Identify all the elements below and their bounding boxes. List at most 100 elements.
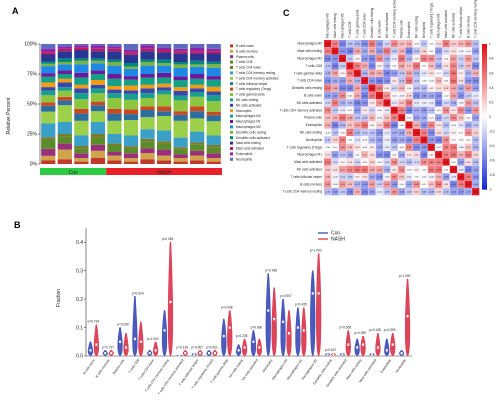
panel-c-cell-value: -0.52 [458, 95, 464, 97]
panel-c-cell-value: 0.04 [340, 162, 345, 164]
panel-a-stack-segment [123, 63, 139, 67]
panel-c-heatmap: 1.00 0.55 -0.57 -0.28 -0.35 -0.53 0.57 -0.45 -0.… [323, 39, 480, 196]
panel-c-cell-value: 0.51 [459, 110, 464, 112]
panel-a-stack-segment [74, 77, 89, 85]
panel-c-col-label: NK cells activated [452, 12, 456, 38]
panel-c-col-label: B cells memory [466, 16, 470, 38]
panel-a-stack-segment [140, 84, 155, 89]
panel-a-stack-segment [57, 58, 72, 62]
panel-a-legend-label: B cells naive [236, 44, 254, 48]
panel-c-cell-value: 0.55 [377, 88, 382, 90]
panel-c-cell-value: 0.04 [340, 132, 345, 134]
panel-a-stack-segment [57, 78, 72, 83]
panel-c-cell-value: -0.28 [399, 81, 405, 83]
panel-c-cell-value: 0.13 [429, 73, 434, 75]
panel-b-violin-median [288, 332, 291, 335]
panel-c-cell-value: -0.26 [347, 177, 353, 179]
panel-c-cell-value: 0.40 [407, 73, 412, 75]
panel-c-row-label: B cells memory [300, 182, 322, 186]
panel-b-violin-median [282, 320, 285, 324]
panel-a-stack-segment [74, 113, 89, 121]
panel-a-stack-segment [90, 111, 106, 122]
panel-c-cell-value: 0.19 [370, 162, 375, 164]
panel-b-violin [375, 333, 381, 357]
panel-c-cell-value: 0.32 [437, 177, 442, 179]
panel-c-cell-value: 0.48 [429, 58, 434, 60]
panel-c-cell-value: -0.09 [451, 177, 457, 179]
panel-c-cell-value: -0.09 [458, 169, 464, 171]
panel-a-y-tick-label: 75% [27, 72, 38, 78]
panel-a-stack-segment [90, 51, 106, 59]
panel-a-stack-segment [41, 139, 56, 149]
panel-c-cell-value: 0.42 [466, 88, 471, 90]
panel-c-cell-value: -0.39 [392, 132, 398, 134]
panel-c-cell-value: -0.47 [362, 58, 368, 60]
panel-c-cell-value: -0.02 [421, 177, 427, 179]
panel-a-stack-segment [173, 64, 188, 68]
panel-c-cell-value: 0.02 [422, 184, 427, 186]
panel-a-stack-segment [57, 64, 72, 71]
panel-c-cell-value: 0.34 [326, 125, 331, 127]
panel-c-cell-value: -0.32 [444, 125, 450, 127]
panel-a-stack-segment [74, 88, 89, 94]
panel-c-colorbar-step [482, 51, 487, 56]
panel-c-colorbar-step [482, 120, 487, 125]
panel-c-cell-value: 1.00 [414, 132, 419, 134]
panel-c-cell-value: -0.13 [421, 73, 427, 75]
panel-c-cell-value: -0.56 [370, 58, 376, 60]
panel-c-cell-value: -0.26 [392, 51, 398, 53]
panel-c-cell-value: 0.55 [459, 184, 464, 186]
panel-a-stack-segment [123, 49, 139, 53]
panel-b-violin-median [178, 354, 181, 358]
panel-a-stack-segment [156, 77, 172, 84]
panel-c-cell-value: 0.52 [407, 147, 412, 149]
panel-c-cell-value: -0.46 [333, 192, 339, 194]
panel-c-cell-value: -0.35 [414, 73, 420, 75]
panel-c-cell-value: -0.06 [458, 103, 464, 105]
panel-c-cell-value: 0.23 [326, 169, 331, 171]
panel-c-col-label: T cells follicular helper [459, 6, 463, 38]
panel-b-violin-median [302, 329, 305, 332]
panel-b-x-label: T cells CD8 [127, 358, 140, 374]
panel-c-cell-value: 0.31 [400, 88, 405, 90]
panel-c-cell-value: 0.07 [414, 169, 419, 171]
panel-a-stack-segment [107, 48, 122, 52]
panel-a-stack-segment [173, 161, 188, 164]
panel-c-cell-value: 0.49 [422, 162, 427, 164]
panel-c-cell-value: -0.28 [325, 66, 331, 68]
panel-c-cell-value: 0.04 [370, 125, 375, 127]
panel-c-cell-value: 0.14 [437, 88, 442, 90]
panel-c-col-label: Neutrophils [422, 21, 426, 38]
panel-c-colorbar-step [482, 76, 487, 81]
panel-b-pvalue: p=0.359 [384, 328, 396, 332]
panel-c-cell-value: -0.13 [355, 140, 361, 142]
panel-c-cell-value: 0.40 [451, 95, 456, 97]
panel-c-cell-value: -0.46 [421, 95, 427, 97]
panel-c-cell-value: -0.42 [399, 155, 405, 157]
panel-c-cell-value: -0.45 [377, 44, 383, 46]
panel-c-colorbar-step [482, 116, 487, 121]
panel-c-cell-value: 0.00 [429, 44, 434, 46]
panel-a-stack-segment [206, 86, 221, 92]
panel-c-row-label: Plasma cells [304, 116, 322, 120]
panel-c-cell-value: -0.49 [458, 192, 464, 194]
panel-a-legend-label: Macrophages M2 [236, 125, 261, 129]
panel-c-row-label: Macrophages M0 [297, 42, 322, 46]
panel-c-cell-value: -0.59 [407, 51, 413, 53]
panel-c-cell-value: -0.48 [429, 140, 435, 142]
panel-c-cell-value: -0.42 [377, 147, 383, 149]
panel-a-stack-segment [156, 63, 172, 66]
panel-a-stack-segment [190, 66, 205, 74]
panel-c-cell-value: -0.20 [325, 103, 331, 105]
panel-c-cell-value: -0.03 [451, 125, 457, 127]
panel-c-cell-value: 0.18 [437, 192, 442, 194]
panel-c-colorbar-step [482, 145, 487, 150]
panel-c-cell-value: 0.25 [466, 147, 471, 149]
panel-c-cell-value: 0.01 [333, 147, 338, 149]
panel-c-cell-value: -0.32 [421, 88, 427, 90]
panel-a-stack-segment [90, 58, 106, 61]
panel-c-cell-value: 0.18 [407, 95, 412, 97]
panel-c-cell-value: -0.51 [333, 58, 339, 60]
panel-c-cell-value: 0.57 [385, 51, 390, 53]
panel-c-cell-value: 0.39 [370, 73, 375, 75]
